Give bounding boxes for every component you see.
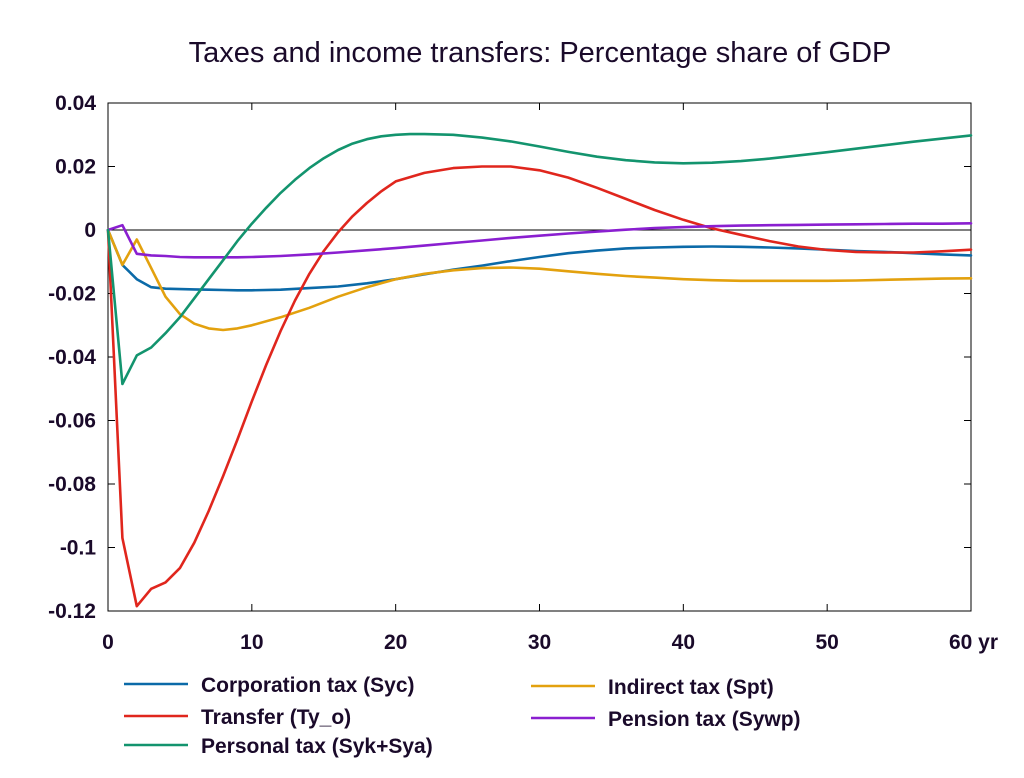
y-tick-label: -0.1 <box>60 537 97 560</box>
series-line-4 <box>106 132 973 386</box>
series-layer <box>106 132 973 608</box>
y-tick-label: -0.02 <box>48 283 96 306</box>
chart-title: Taxes and income transfers: Percentage s… <box>189 37 892 69</box>
series-line-2 <box>106 165 973 608</box>
x-tick-label: 50 <box>815 631 838 654</box>
y-tick-label: -0.12 <box>48 600 96 623</box>
plot-frame <box>107 102 972 612</box>
y-tick-label: 0.04 <box>55 92 96 115</box>
plot-area: 0.04 0.02 0 -0.02 -0.04 -0.06 -0.08 -0.1 -0.12 0 1… <box>48 92 998 654</box>
y-tick-label: -0.06 <box>48 410 96 433</box>
x-tick-label: 0 <box>102 631 114 654</box>
x-tick-label: 30 <box>528 631 551 654</box>
series-line-0 <box>106 228 973 292</box>
legend: Corporation tax (Syc) Transfer (Ty_o) Pers… <box>124 674 801 758</box>
x-tick-label: 60 yr <box>949 631 998 654</box>
legend-label: Personal tax (Syk+Sya) <box>201 735 433 758</box>
legend-label: Indirect tax (Spt) <box>608 676 774 699</box>
x-tick-label: 40 <box>672 631 695 654</box>
legend-label: Transfer (Ty_o) <box>201 706 351 729</box>
y-tick-label: 0.02 <box>55 156 96 179</box>
x-tick-label: 10 <box>240 631 263 654</box>
legend-label: Corporation tax (Syc) <box>201 674 415 697</box>
y-tick-label: 0 <box>84 219 96 242</box>
y-tick-label: -0.04 <box>48 346 96 369</box>
y-tick-label: -0.08 <box>48 473 96 496</box>
series-line-3 <box>106 222 973 259</box>
legend-label: Pension tax (Sywp) <box>608 708 801 731</box>
x-tick-label: 20 <box>384 631 407 654</box>
series-line-1 <box>106 228 973 332</box>
